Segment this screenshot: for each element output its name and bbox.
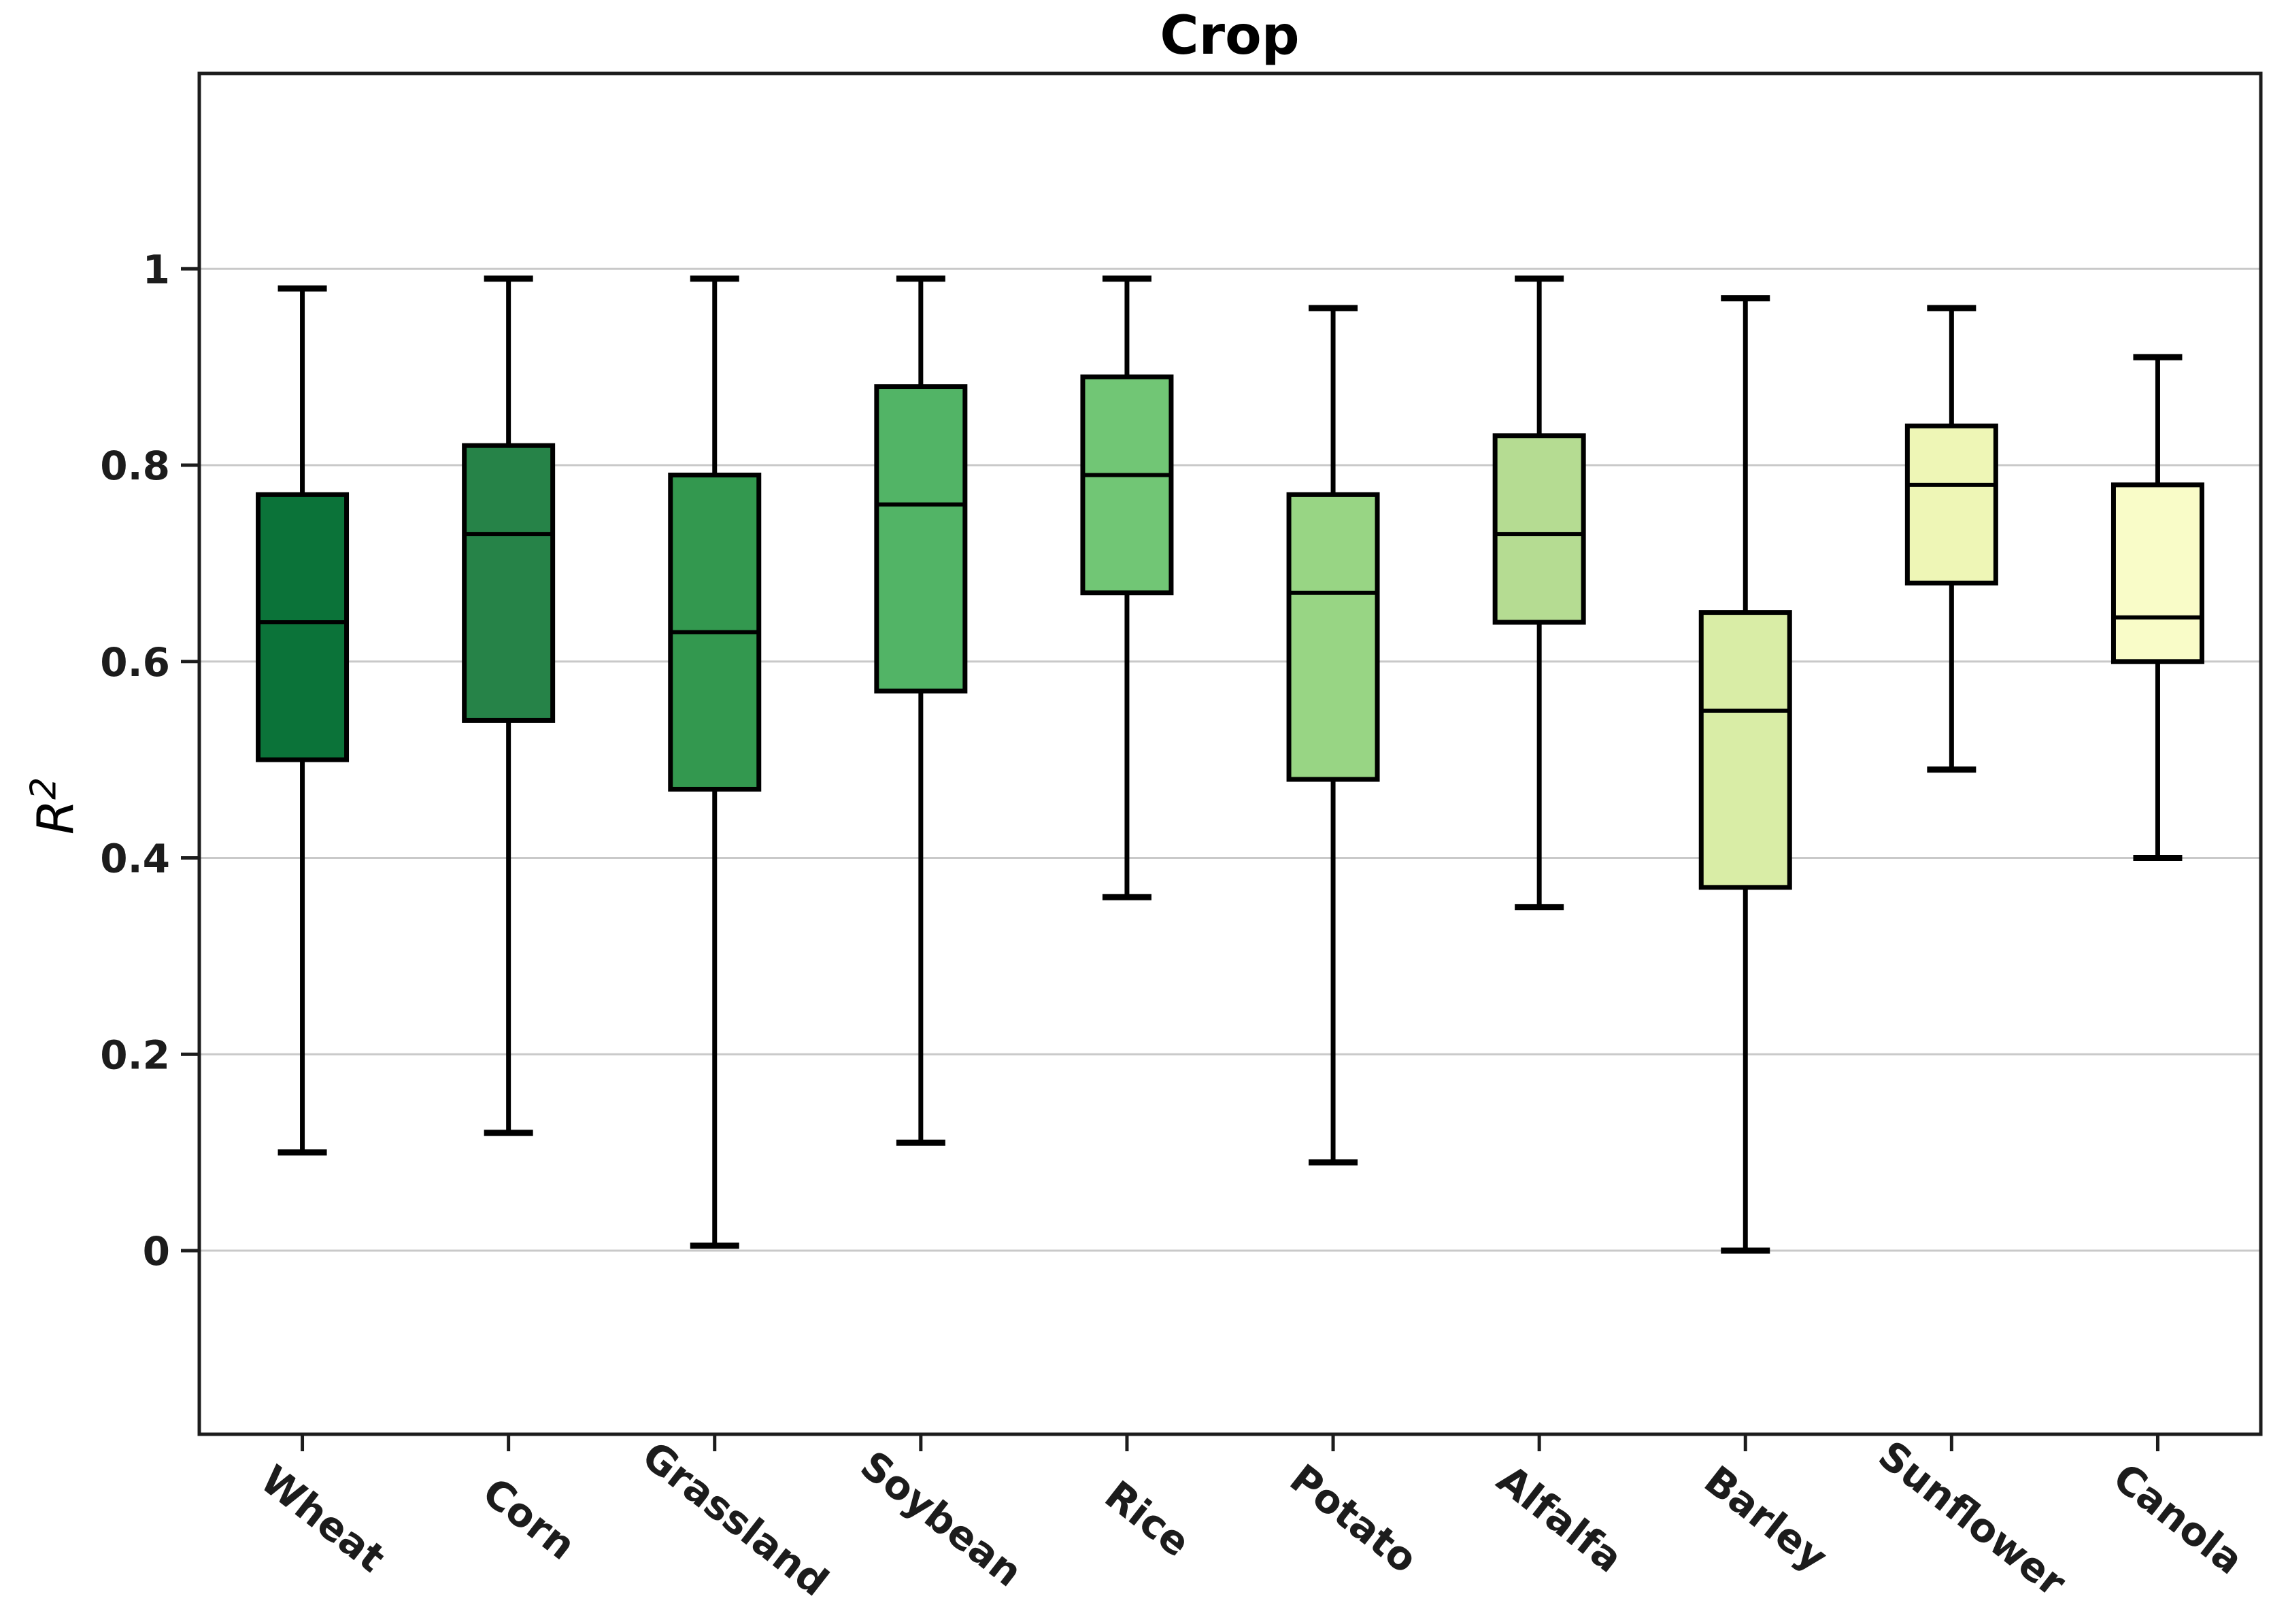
box-rect-barley bbox=[1698, 610, 1792, 890]
y-axis-label: R2 bbox=[24, 777, 86, 835]
x-tick-label-sunflower: Sunflower bbox=[1870, 1432, 2074, 1606]
chart-title: Crop bbox=[1160, 5, 1300, 67]
y-tick-label: 0.4 bbox=[100, 836, 170, 882]
y-axis-label-base: R bbox=[27, 799, 86, 835]
x-tick-label-rice: Rice bbox=[1096, 1472, 1199, 1566]
box-rect-rice bbox=[1080, 374, 1174, 596]
box-rect-canola bbox=[2110, 482, 2204, 664]
x-tick-label-alfalfa: Alfalfa bbox=[1488, 1456, 1631, 1582]
x-tick-label-potato: Potato bbox=[1281, 1455, 1426, 1583]
box-rect-wheat bbox=[256, 492, 350, 762]
box-rect-sunflower bbox=[1904, 423, 1998, 586]
y-tick-label: 0.2 bbox=[100, 1032, 170, 1078]
box-rect-corn bbox=[462, 443, 556, 723]
box-rect-alfalfa bbox=[1492, 433, 1586, 625]
box-rect-soybean bbox=[874, 384, 968, 694]
y-tick-label: 1 bbox=[143, 246, 170, 292]
y-tick-label: 0.6 bbox=[100, 639, 170, 686]
x-tick-label-canola: Canola bbox=[2104, 1454, 2252, 1583]
y-tick-label: 0 bbox=[143, 1228, 170, 1274]
x-tick-label-soybean: Soybean bbox=[852, 1442, 1031, 1595]
x-tick-label-grassland: Grassland bbox=[634, 1432, 837, 1605]
x-tick-label-corn: Corn bbox=[474, 1469, 584, 1569]
plot-border bbox=[197, 71, 2263, 1436]
y-axis-label-superscript: 2 bbox=[23, 777, 65, 800]
y-tick-label: 0.8 bbox=[100, 443, 170, 489]
x-tick-label-barley: Barley bbox=[1696, 1457, 1836, 1580]
box-rect-potato bbox=[1286, 492, 1380, 782]
x-tick-label-wheat: Wheat bbox=[252, 1456, 394, 1581]
